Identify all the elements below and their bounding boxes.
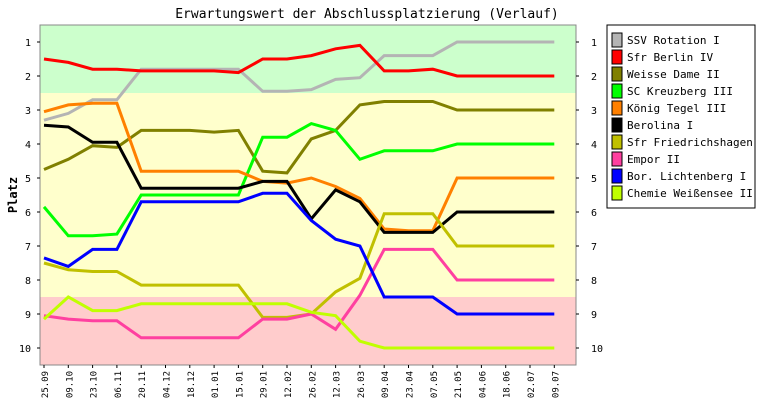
legend-label: Sfr Friedrichshagen I — [627, 136, 760, 149]
legend-swatch — [611, 32, 623, 48]
series-lines — [42, 40, 555, 350]
x-tick-label: 06.11 — [114, 371, 124, 398]
x-tick-label: 12.03 — [333, 371, 343, 398]
y-ticks-left: 1 2 3 4 5 6 7 8 9 10 — [19, 38, 40, 355]
y-tick-label-right: 4 — [591, 140, 597, 151]
legend: SSV Rotation I Sfr Berlin IV Weisse Dame I… — [611, 32, 760, 201]
chart-title: Erwartungswert der Abschlussplatzierung … — [175, 7, 559, 22]
series-line-10 — [42, 295, 555, 350]
series-line-9 — [43, 191, 555, 316]
legend-box — [606, 24, 756, 209]
y-tick-label-right: 5 — [591, 174, 597, 185]
x-tick-label: 01.01 — [211, 371, 221, 398]
series-line-4 — [42, 121, 555, 238]
background-band-1 — [40, 25, 576, 93]
y-tick-label-right: 1 — [591, 38, 597, 49]
legend-label: Sfr Berlin IV — [627, 51, 713, 64]
x-tick-label: 12.02 — [284, 371, 294, 398]
legend-label: SC Kreuzberg III — [627, 85, 733, 98]
series-line-5 — [43, 101, 555, 233]
x-ticks: 25.09 09.10 23.10 06.11 20.11 04.12 18.12 01.01… — [41, 365, 561, 398]
y-ticks-right: 1 2 3 4 5 6 7 8 9 10 — [576, 38, 603, 355]
y-tick-label-right: 7 — [591, 242, 597, 253]
y-tick-label-left: 5 — [25, 174, 31, 185]
legend-swatch — [611, 151, 623, 167]
x-tick-label: 07.05 — [430, 371, 440, 398]
y-tick-label-left: 7 — [25, 242, 31, 253]
y-tick-label-left: 6 — [25, 208, 31, 219]
y-tick-label-left: 8 — [25, 276, 31, 287]
y-tick-label-right: 10 — [591, 344, 603, 355]
legend-swatch — [611, 117, 623, 133]
x-tick-label: 04.06 — [478, 371, 488, 398]
series-line-8 — [43, 247, 555, 340]
y-tick-label-right: 3 — [591, 106, 597, 117]
x-tick-label: 26.03 — [357, 371, 367, 398]
series-line-6 — [43, 123, 555, 234]
y-axis-label: Platz — [6, 177, 20, 213]
legend-swatch — [611, 185, 623, 201]
y-tick-label-right: 6 — [591, 208, 597, 219]
y-tick-label-left: 4 — [25, 140, 31, 151]
y-tick-label-left: 1 — [25, 38, 31, 49]
x-tick-label: 25.09 — [41, 371, 51, 398]
legend-swatch — [611, 168, 623, 184]
legend-swatch — [611, 134, 623, 150]
series-line-1 — [43, 40, 555, 122]
legend-swatch — [611, 66, 623, 82]
legend-swatch — [611, 49, 623, 65]
legend-label: Bor. Lichtenberg I — [627, 170, 746, 183]
legend-label: Empor II — [627, 153, 680, 166]
x-tick-label: 18.06 — [503, 371, 513, 398]
y-tick-label-left: 9 — [25, 310, 31, 321]
y-tick-label-right: 8 — [591, 276, 597, 287]
legend-label: Berolina I — [627, 119, 693, 132]
x-tick-label: 23.10 — [90, 371, 100, 398]
background-band-3 — [40, 297, 576, 365]
y-tick-label-left: 10 — [19, 344, 31, 355]
plot-frame — [39, 24, 577, 366]
series-line-2 — [43, 43, 555, 78]
legend-label: König Tegel III — [627, 102, 726, 115]
x-tick-label: 29.01 — [260, 371, 270, 398]
y-tick-label-right: 2 — [591, 72, 597, 83]
x-tick-label: 26.02 — [308, 371, 318, 398]
legend-label: SSV Rotation I — [627, 34, 720, 47]
y-tick-label-right: 9 — [591, 310, 597, 321]
x-tick-label: 04.12 — [163, 371, 173, 398]
x-tick-label: 18.12 — [187, 371, 197, 398]
y-tick-label-left: 2 — [25, 72, 31, 83]
legend-label: Chemie Weißensee II — [627, 187, 753, 200]
legend-label: Weisse Dame II — [627, 68, 720, 81]
x-tick-label: 09.07 — [551, 371, 561, 398]
x-tick-label: 09.10 — [65, 371, 75, 398]
x-tick-label: 02.07 — [527, 371, 537, 398]
legend-swatch — [611, 83, 623, 99]
x-tick-label: 20.11 — [138, 371, 148, 398]
legend-swatch — [611, 100, 623, 116]
x-tick-label: 21.05 — [454, 371, 464, 398]
x-tick-label: 15.01 — [235, 371, 245, 398]
y-tick-label-left: 3 — [25, 106, 31, 117]
x-tick-label: 09.04 — [381, 371, 391, 398]
background-band-2 — [40, 93, 576, 297]
x-tick-label: 23.04 — [406, 371, 416, 398]
